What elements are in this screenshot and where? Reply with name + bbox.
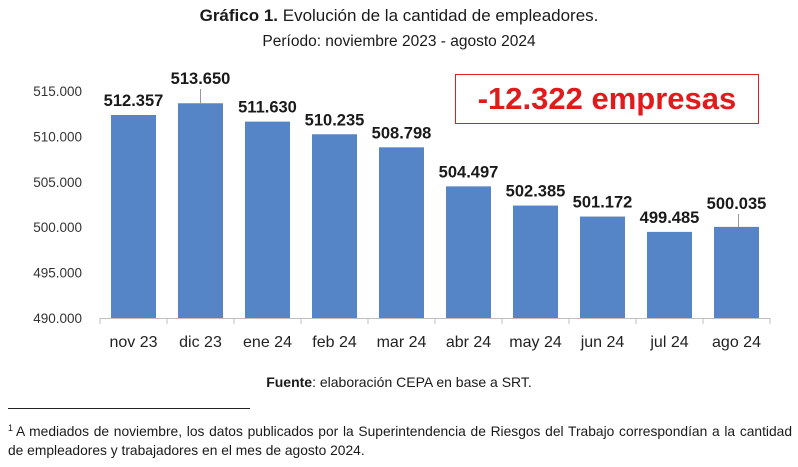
bar: [312, 134, 357, 318]
source-label: Fuente: [266, 374, 313, 390]
data-label: 499.485: [640, 209, 700, 227]
chart-subtitle: Período: noviembre 2023 - agosto 2024: [262, 33, 536, 50]
data-label: 512.357: [104, 92, 164, 110]
bar: [245, 121, 290, 318]
data-label: 508.798: [372, 124, 432, 142]
y-tick-label: 495.000: [33, 266, 82, 281]
x-tick-label: jun 24: [580, 334, 625, 351]
data-label: 502.385: [506, 183, 566, 201]
x-tick-label: dic 23: [179, 334, 222, 351]
bar: [647, 231, 692, 318]
x-tick-label: ago 24: [712, 334, 761, 351]
bar: [111, 114, 156, 318]
y-tick-label: 515.000: [33, 84, 82, 99]
footnote-text: A mediados de noviembre, los datos publi…: [8, 424, 792, 458]
x-tick-label: abr 24: [446, 334, 491, 351]
difference-callout: -12.322 empresas: [455, 74, 759, 124]
footnote-divider: [8, 408, 250, 409]
bar: [714, 226, 759, 318]
x-tick-label: nov 23: [109, 334, 157, 351]
data-label: 501.172: [573, 194, 633, 212]
data-label: 513.650: [171, 70, 231, 88]
data-label: 500.035: [707, 195, 767, 213]
data-label: 510.235: [305, 111, 365, 129]
x-tick-label: may 24: [509, 334, 562, 351]
chart-title-bold: Gráfico 1.: [199, 6, 279, 25]
chart-title: Gráfico 1. Evolución de la cantidad de e…: [0, 6, 798, 26]
y-tick-label: 510.000: [33, 129, 82, 144]
bar-chart: 490.000 495.000 500.000 505.000 510.000 515.0…: [33, 70, 771, 351]
x-tick-label: feb 24: [312, 334, 357, 351]
chart-title-text: Evolución de la cantidad de empleadores.: [278, 6, 599, 25]
x-tick-label: ene 24: [243, 334, 292, 351]
source-text: : elaboración CEPA en base a SRT.: [312, 374, 532, 390]
bar: [379, 147, 424, 318]
y-tick-label: 505.000: [33, 175, 82, 190]
x-tick-label: mar 24: [377, 334, 427, 351]
y-tick-label: 500.000: [33, 220, 82, 235]
bar: [446, 186, 491, 318]
data-label: 511.630: [238, 99, 297, 117]
footnote-marker: 1: [8, 423, 14, 433]
bar: [178, 103, 223, 319]
y-tick-label: 490.000: [33, 311, 82, 326]
x-tick-label: jul 24: [649, 334, 688, 351]
data-label: 504.497: [439, 163, 499, 181]
source-note: Fuente: elaboración CEPA en base a SRT.: [0, 374, 798, 390]
bar: [513, 205, 558, 318]
bar: [580, 216, 625, 318]
